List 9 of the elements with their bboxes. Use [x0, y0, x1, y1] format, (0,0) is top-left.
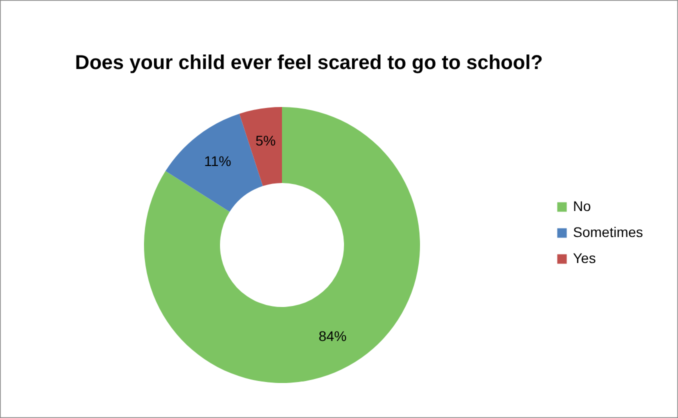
data-label: 84%	[318, 328, 347, 344]
chart-title: Does your child ever feel scared to go to school?	[75, 52, 543, 74]
legend-label: Yes	[573, 250, 596, 266]
legend-label: Sometimes	[573, 224, 644, 240]
data-label: 11%	[204, 153, 232, 170]
data-label: 5%	[255, 132, 276, 148]
legend-label: No	[573, 198, 592, 214]
donut-slice	[239, 107, 282, 186]
donut-slice	[144, 107, 420, 383]
